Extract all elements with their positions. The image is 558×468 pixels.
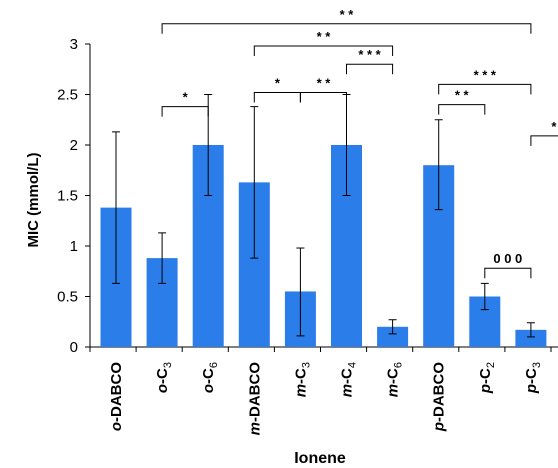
x-tick-label-prefix: o [154,384,171,393]
bar [377,326,409,347]
x-tick-label-base: -C [292,368,309,384]
x-tick-label-base: -C [200,368,217,384]
x-tick-label-base: -C [154,368,171,384]
significance-bracket [438,104,486,115]
significance-label: * * [317,75,332,90]
significance-bracket [161,106,209,117]
significance-layer: * * * * * * * * * * * * * * * * * 0 0 0 [161,7,558,279]
y-tick-label: 3 [70,36,78,53]
x-tick-label-subscript: 3 [162,362,174,368]
x-tick-label: o-DABCO [108,362,125,431]
x-tick-label: p-C3 [523,362,543,394]
significance-label: * * * [358,47,381,62]
x-tick-label: p-C2 [477,362,497,394]
x-tick-label-subscript: 6 [393,362,405,368]
bars-layer [100,145,547,347]
x-tick-label-prefix: m [385,384,402,397]
x-tick-label-subscript: 2 [485,362,497,368]
x-tick-label-base: -C [523,368,540,384]
significance-label: 0 0 0 [493,251,522,266]
x-tick-label: m-C6 [385,362,405,397]
significance-bracket [438,83,532,95]
significance-bracket [484,267,532,279]
x-tick-label-prefix: p [477,384,494,394]
x-tick-label-prefix: o [200,384,217,393]
x-tick-label-base: -DABCO [108,362,125,422]
x-tick-label: o-C6 [200,362,220,393]
x-tick-label-prefix: p [523,384,540,394]
x-tick-label-subscript: 4 [347,362,359,368]
x-tick-label: m-DABCO [246,362,263,436]
y-tick-label: 2 [70,137,78,154]
x-tick-label: p-DABCO [431,362,448,432]
error-bars-layer [112,94,535,338]
significance-bracket [253,45,394,57]
significance-label: * * * [474,67,497,82]
x-tick-label: m-C4 [339,362,359,397]
x-tick-label: o-C3 [154,362,174,393]
x-tick-label-base: -DABCO [246,362,263,422]
y-tick-label: 1.5 [57,188,78,205]
significance-label: * * [340,7,355,22]
labels-layer: 00.511.522.53o-DABCO o-C3o-C6m-DABCO m-C3m… [57,36,543,436]
significance-label: * * [455,88,470,103]
x-tick-label-base: -C [477,368,494,384]
x-tick-label-prefix: p [431,422,448,432]
significance-bracket [530,135,558,146]
significance-bracket [299,91,347,103]
x-tick-label-prefix: m [339,384,356,397]
x-tick-label-base: -C [339,368,356,384]
x-tick-label-base: -C [385,368,402,384]
x-tick-label-subscript: 3 [531,362,543,368]
x-tick-label: m-C3 [292,362,312,397]
y-tick-label: 0 [70,339,78,356]
x-tick-label-base: -DABCO [431,362,448,422]
bar [515,329,547,347]
y-axis-title: MIC (mmol/L) [25,153,42,248]
significance-label: * [551,119,557,134]
significance-label: * * [317,29,332,44]
x-tick-label-prefix: m [246,422,263,435]
x-tick-label-prefix: m [292,384,309,397]
x-tick-label-subscript: 3 [300,362,312,368]
x-tick-label-subscript: 6 [208,362,220,368]
x-axis-title: Ionene [294,450,346,467]
y-tick-label: 1 [70,238,78,255]
significance-label: * [183,90,189,105]
significance-label: * [275,75,281,90]
significance-bracket [346,63,394,75]
significance-bracket [253,91,301,103]
significance-bracket [161,23,532,34]
y-tick-label: 0.5 [57,289,78,306]
y-tick-label: 2.5 [57,87,78,104]
x-tick-label-prefix: o [108,422,125,431]
